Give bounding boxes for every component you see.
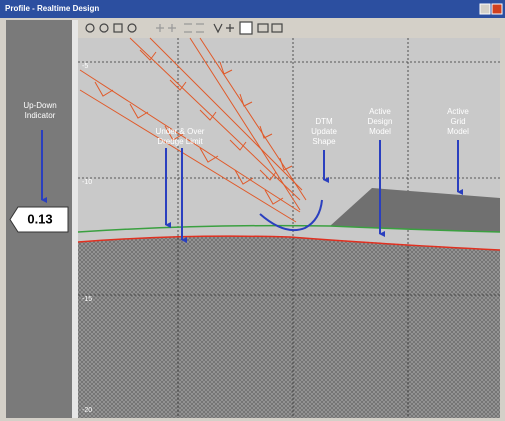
pan-button[interactable] <box>168 24 176 32</box>
annotation: Update <box>311 127 337 136</box>
y-axis-label: -10 <box>82 179 92 186</box>
scale-button[interactable] <box>184 23 192 33</box>
move-button[interactable] <box>226 24 234 32</box>
y-axis-label: -5 <box>82 63 88 70</box>
print-button[interactable] <box>271 23 283 33</box>
window-title: Profile - Realtime Design <box>5 4 99 13</box>
ground-hatch <box>78 236 500 418</box>
indicator-label: Indicator <box>25 111 56 120</box>
grid-model <box>330 188 500 232</box>
annotation: Model <box>369 127 391 136</box>
annotation: Design <box>368 117 393 126</box>
indicator-box <box>9 206 69 233</box>
select-button[interactable] <box>239 21 253 35</box>
restore-button[interactable] <box>479 3 491 15</box>
annotation: Active <box>447 107 469 116</box>
close-button[interactable] <box>491 3 503 15</box>
zoom-extents-button[interactable] <box>127 23 137 33</box>
toolbar <box>78 20 505 38</box>
annotation: DTM <box>315 117 333 126</box>
scale-button[interactable] <box>196 23 204 33</box>
zoom-out-button[interactable] <box>99 23 109 33</box>
dtm-update-shape <box>259 199 323 232</box>
dredge-template <box>79 37 307 223</box>
toolbar-buttons <box>85 21 283 35</box>
indicator-label: Up-Down <box>23 101 56 110</box>
annotation: Dredge Limit <box>157 137 203 146</box>
design-model-line <box>77 224 501 233</box>
dredge-limit-line <box>77 235 501 251</box>
y-axis-label: -20 <box>82 407 92 414</box>
annotation: Grid <box>450 117 465 126</box>
pan-button[interactable] <box>156 24 164 32</box>
y-axis-label: -15 <box>82 296 92 303</box>
indicator-value: 0.13 <box>27 211 52 226</box>
annotation: Model <box>447 127 469 136</box>
zoom-in-button[interactable] <box>85 23 95 33</box>
copy-button[interactable] <box>257 23 269 33</box>
annotation: Under & Over <box>156 127 205 136</box>
annotation: Shape <box>312 137 336 146</box>
tool-button[interactable] <box>213 23 223 34</box>
panel-divider <box>72 20 78 418</box>
annotation: Active <box>369 107 391 116</box>
zoom-box-button[interactable] <box>113 23 123 33</box>
title-bar <box>0 0 505 18</box>
